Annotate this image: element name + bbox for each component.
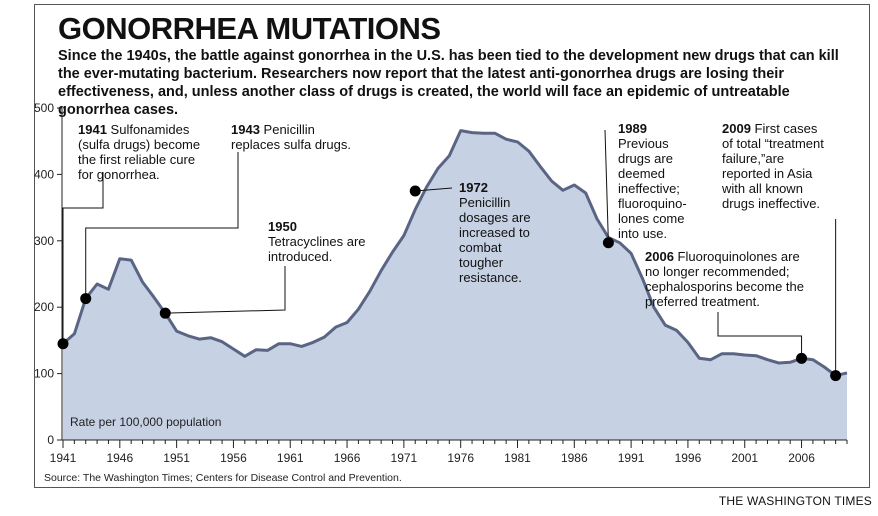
annotation-1941: 1941 Sulfonamides (sulfa drugs) become t… (78, 122, 200, 182)
x-tick-label: 1966 (334, 451, 361, 465)
annotation-line: lones come (618, 211, 685, 226)
x-tick-label: 2006 (788, 451, 815, 465)
annotation-year: 2009 (722, 121, 751, 136)
x-tick-label: 1986 (561, 451, 588, 465)
annotation-line: deemed (618, 166, 665, 181)
x-tick-label: 1996 (675, 451, 702, 465)
annotation-1989: 1989 Previous drugs are deemed ineffecti… (618, 121, 687, 241)
x-tick-label: 1971 (391, 451, 418, 465)
annotation-line: the first reliable cure (78, 152, 196, 167)
annotation-line: into use. (618, 226, 668, 241)
annotation-line: with all known (722, 181, 803, 196)
annotation-line: no longer recommended; (645, 264, 790, 279)
series-line (62, 129, 848, 378)
annotation-line: ineffective; (618, 181, 680, 196)
event-marker (57, 338, 69, 350)
annotation-line: resistance. (459, 270, 522, 285)
chart-title: GONORRHEA MUTATIONS (58, 11, 441, 46)
event-marker (830, 370, 842, 382)
annotation-2009: 2009 First cases of total “treatment fai… (722, 121, 824, 211)
annotation-line: Fluoroquinolones are (677, 249, 800, 264)
y-tick-label: 100 (34, 367, 54, 381)
annotation-line: dosages are (459, 210, 531, 225)
publisher-credit: THE WASHINGTON TIMES (718, 494, 872, 508)
chart-frame (34, 4, 870, 488)
annotation-1950: 1950 Tetracyclines are introduced. (268, 219, 366, 264)
y-tick-label: 500 (34, 101, 54, 115)
source-note: Source: The Washington Times; Centers fo… (44, 472, 402, 484)
y-tick-label: 200 (34, 300, 54, 314)
annotation-line: of total “treatment (722, 136, 824, 151)
event-marker (80, 293, 92, 305)
annotation-line: Sulfonamides (110, 122, 190, 137)
x-tick-label: 1991 (618, 451, 645, 465)
event-marker (796, 352, 808, 364)
y-tick-label: 0 (47, 433, 54, 447)
annotation-line: drugs are (618, 151, 673, 166)
annotation-line: for gonorrhea. (78, 167, 160, 182)
annotation-year: 1941 (78, 122, 107, 137)
annotation-line: cephalosporins become the (645, 279, 804, 294)
x-tick-label: 1956 (220, 451, 247, 465)
annotation-year: 1989 (618, 121, 647, 136)
x-tick-label: 1946 (106, 451, 133, 465)
annotation-1943: 1943 Penicillin replaces sulfa drugs. (231, 122, 351, 152)
annotation-line: (sulfa drugs) become (78, 137, 201, 152)
annotation-line: replaces sulfa drugs. (231, 137, 351, 152)
leader-line (85, 152, 239, 299)
x-tick-label: 1961 (277, 451, 304, 465)
leader-line (165, 266, 286, 314)
leader-line (604, 129, 609, 243)
leader-line (415, 187, 453, 192)
x-tick-label: 2001 (731, 451, 758, 465)
annotation-line: fluoroquino- (618, 196, 687, 211)
x-tick-label: 1951 (163, 451, 190, 465)
annotation-line: preferred treatment. (645, 294, 760, 309)
event-marker (159, 307, 171, 319)
annotation-line: First cases (754, 121, 818, 136)
annotation-year: 1972 (459, 180, 488, 195)
annotation-line: drugs ineffective. (722, 196, 821, 211)
annotation-line: combat (459, 240, 502, 255)
annotation-1972: 1972 Penicillin dosages are increased to… (459, 180, 531, 285)
event-marker (409, 185, 421, 197)
x-tick-label: 1981 (504, 451, 531, 465)
annotation-line: reported in Asia (722, 166, 813, 181)
y-tick-label: 400 (34, 167, 54, 181)
annotation-line: Previous (618, 136, 669, 151)
annotation-line: Penicillin (459, 195, 511, 210)
event-marker (602, 237, 614, 249)
annotation-line: introduced. (268, 249, 333, 264)
annotation-line: Penicillin (263, 122, 315, 137)
leader-line (717, 312, 803, 359)
annotation-line: tougher (459, 255, 504, 270)
y-tick-label: 300 (34, 234, 54, 248)
annotation-line: failure,”are (722, 151, 785, 166)
x-tick-label: 1976 (447, 451, 474, 465)
chart-subtitle: Since the 1940s, the battle against gono… (58, 48, 839, 118)
annotation-line: increased to (459, 225, 530, 240)
annotation-year: 2006 (645, 249, 674, 264)
y-axis-label: Rate per 100,000 population (70, 415, 221, 429)
leader-line (62, 172, 104, 344)
annotation-year: 1943 (231, 122, 260, 137)
area-fill (63, 130, 847, 440)
annotation-year: 1950 (268, 219, 297, 234)
annotation-2006: 2006 Fluoroquinolones are no longer reco… (645, 249, 804, 309)
annotation-line: Tetracyclines are (268, 234, 366, 249)
x-tick-label: 1941 (50, 451, 77, 465)
